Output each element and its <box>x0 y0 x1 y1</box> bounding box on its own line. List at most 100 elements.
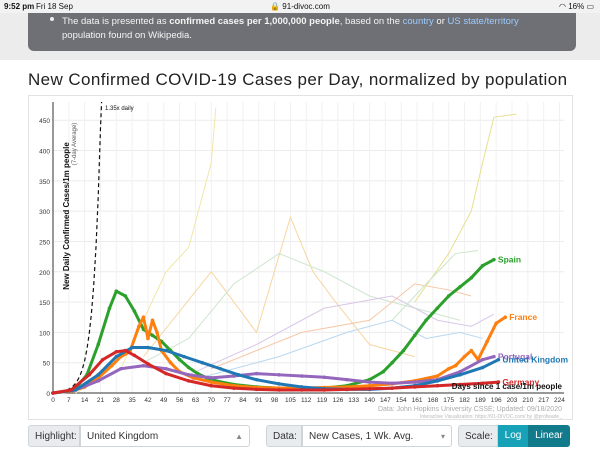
country-link[interactable]: country <box>402 16 434 27</box>
data-point <box>299 385 304 389</box>
background-trace <box>143 252 461 364</box>
data-point <box>435 379 440 383</box>
data-point <box>137 324 141 329</box>
x-tick-label: 196 <box>491 397 502 404</box>
x-tick-label: 49 <box>160 397 168 404</box>
data-point <box>236 373 241 377</box>
scale-log-button[interactable]: Log <box>498 425 528 447</box>
x-tick-label: 42 <box>144 397 152 404</box>
data-point <box>155 330 159 335</box>
y-tick-label: 200 <box>39 270 50 277</box>
x-tick-label: 14 <box>81 397 89 404</box>
note-bold: confirmed cases per 1,000,000 people <box>169 16 340 27</box>
scale-linear-button[interactable]: Linear <box>528 425 570 447</box>
data-point <box>277 373 281 377</box>
data-point <box>367 383 372 388</box>
y-tick-label: 450 <box>39 118 50 125</box>
address-url[interactable]: 🔒 91-divoc.com <box>270 2 330 11</box>
battery-percent: 16% <box>568 2 585 11</box>
status-time: 9:52 pm <box>4 2 35 11</box>
y-tick-label: 250 <box>39 239 50 246</box>
data-point <box>345 377 349 382</box>
note-panel-background: The data is presented as confirmed cases… <box>0 13 600 60</box>
background-trace <box>391 250 479 321</box>
data-point <box>209 380 214 384</box>
data-point <box>232 386 236 390</box>
data-point <box>390 386 394 390</box>
note-line-2: population found on Wikipedia. <box>62 30 192 41</box>
data-point <box>458 382 462 387</box>
data-point <box>458 369 462 374</box>
series-label: Portugal <box>498 352 532 362</box>
data-point <box>141 315 146 320</box>
data-point <box>480 357 485 362</box>
data-point <box>277 382 281 386</box>
background-trace <box>188 295 495 376</box>
x-tick-label: 105 <box>285 397 296 404</box>
data-point <box>458 285 462 289</box>
data-point <box>412 380 417 384</box>
data-point <box>446 294 451 298</box>
data-point <box>496 380 501 384</box>
data-point <box>503 315 508 320</box>
note-text: The data is presented as <box>62 16 170 27</box>
control-bar: Highlight: United Kingdom ▲ Data: New Ca… <box>28 423 573 450</box>
chart-svg: 0 50 100 150 200 250 300 350 400 450 0 7 14 21 28 35 42 4… <box>39 101 569 420</box>
data-point <box>96 373 101 377</box>
data-point <box>123 348 128 353</box>
chart-frame: 0 50 100 150 200 250 300 350 400 450 0 7 14 21 28 35 42 4… <box>28 95 573 420</box>
data-point <box>186 379 191 383</box>
data-point <box>299 388 304 392</box>
data-point <box>177 357 182 362</box>
data-point <box>100 357 105 362</box>
data-label: Data: <box>266 425 302 447</box>
data-point <box>96 342 101 347</box>
data-point <box>277 388 281 392</box>
data-point <box>485 339 489 344</box>
data-point <box>254 387 259 392</box>
data-value: New Cases, 1 Wk. Avg. <box>309 431 414 442</box>
note-text-mid: , based on the <box>339 16 403 27</box>
data-point <box>345 387 349 392</box>
data-point <box>390 360 394 365</box>
data-point <box>164 366 168 371</box>
data-point <box>51 391 55 395</box>
us-state-link[interactable]: US state/territory <box>447 16 519 27</box>
x-tick-label: 217 <box>538 397 549 404</box>
highlight-value: United Kingdom <box>87 431 159 442</box>
data-point <box>164 348 168 353</box>
reference-label: 1.35x daily <box>105 106 134 112</box>
data-point <box>446 366 451 371</box>
background-trace <box>211 283 472 370</box>
note-text-or: or <box>433 16 448 27</box>
x-tick-label: 203 <box>507 397 518 404</box>
highlight-select[interactable]: United Kingdom ▲ <box>80 425 250 447</box>
data-point <box>130 345 134 350</box>
status-date: Fri 18 Sep <box>36 2 73 11</box>
data-point <box>254 377 259 382</box>
x-tick-label: 154 <box>396 397 407 404</box>
series-line-spain <box>52 258 495 395</box>
series-label: United Kingdom <box>502 355 568 365</box>
data-point <box>132 353 137 358</box>
data-point <box>424 318 428 323</box>
data-point <box>146 345 150 350</box>
x-tick-label: 0 <box>51 397 55 404</box>
chart-credit: Data: John Hopkins University CSSE; Upda… <box>378 406 562 413</box>
chevron-down-icon: ▾ <box>440 432 445 441</box>
data-point <box>469 276 474 280</box>
series-line-germany <box>52 349 499 395</box>
data-point <box>168 360 173 365</box>
x-tick-label: 56 <box>176 397 184 404</box>
status-right: ◠ 16% ▭ <box>559 2 594 11</box>
data-point <box>322 375 327 380</box>
data-point <box>150 318 155 323</box>
x-tick-label: 140 <box>364 397 375 404</box>
data-point <box>146 336 150 341</box>
data-select[interactable]: New Cases, 1 Wk. Avg. ▾ <box>302 425 452 447</box>
page-title: New Confirmed COVID-19 Cases per Day, no… <box>28 70 568 89</box>
data-point <box>146 362 150 366</box>
highlight-label: Highlight: <box>28 425 80 447</box>
y-tick-label: 400 <box>39 149 50 156</box>
background-trace <box>143 215 415 358</box>
